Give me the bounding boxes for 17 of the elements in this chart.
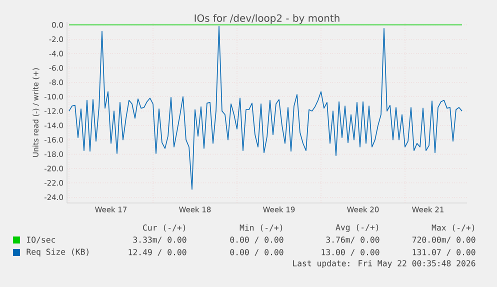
text: 0.00 / 0.00 — [230, 236, 284, 244]
text: Avg (-/+) — [336, 224, 378, 232]
text: 13.00 / 0.00 — [322, 249, 380, 256]
text: 3.33m/ 0.00 — [133, 236, 186, 244]
text: Last update: Fri May 22 00:35:48 2026 — [293, 260, 476, 268]
text: Min (-/+) — [240, 224, 282, 232]
legend-label: IO/sec — [27, 236, 56, 244]
text: 131.07 / 0.00 — [412, 249, 476, 256]
line-series — [68, 26, 462, 190]
text: 12.49 / 0.00 — [128, 249, 186, 256]
text: 0.00 / 0.00 — [230, 249, 284, 256]
text: Max (-/+) — [432, 224, 474, 232]
chart-title: IOs for /dev/loop2 - by month — [194, 14, 340, 24]
legend-label: Req Size (KB) — [26, 248, 88, 256]
text: 3.76m/ 0.00 — [326, 236, 380, 244]
text: 720.00m/ 0.00 — [412, 236, 476, 244]
text: Cur (-/+) — [143, 224, 186, 232]
